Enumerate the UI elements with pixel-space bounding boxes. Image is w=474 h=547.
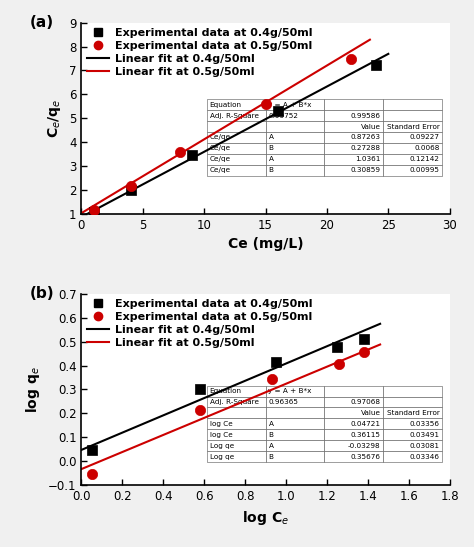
- Point: [336, 359, 343, 368]
- Point: [348, 54, 356, 63]
- X-axis label: Ce (mg/L): Ce (mg/L): [228, 237, 303, 252]
- X-axis label: log C$_e$: log C$_e$: [242, 509, 289, 527]
- Point: [127, 185, 134, 194]
- Y-axis label: C$_e$/q$_e$: C$_e$/q$_e$: [46, 98, 64, 138]
- Text: (b): (b): [30, 286, 55, 301]
- Point: [268, 375, 275, 384]
- Point: [196, 385, 204, 394]
- Point: [88, 446, 95, 455]
- Point: [176, 148, 183, 156]
- Point: [372, 60, 380, 69]
- Point: [90, 206, 98, 215]
- Text: (a): (a): [30, 15, 54, 30]
- Point: [196, 405, 204, 414]
- Point: [272, 358, 280, 366]
- Point: [88, 470, 95, 479]
- Point: [188, 151, 196, 160]
- Point: [127, 182, 134, 191]
- Point: [360, 348, 367, 357]
- Legend: Experimental data at 0.4g/50ml, Experimental data at 0.5g/50ml, Linear fit at 0.: Experimental data at 0.4g/50ml, Experime…: [85, 297, 314, 350]
- Legend: Experimental data at 0.4g/50ml, Experimental data at 0.5g/50ml, Linear fit at 0.: Experimental data at 0.4g/50ml, Experime…: [85, 26, 314, 79]
- Point: [262, 100, 269, 108]
- Point: [333, 343, 341, 352]
- Point: [360, 334, 367, 343]
- Point: [90, 207, 98, 216]
- Point: [274, 107, 282, 115]
- Y-axis label: log q$_e$: log q$_e$: [25, 366, 43, 413]
